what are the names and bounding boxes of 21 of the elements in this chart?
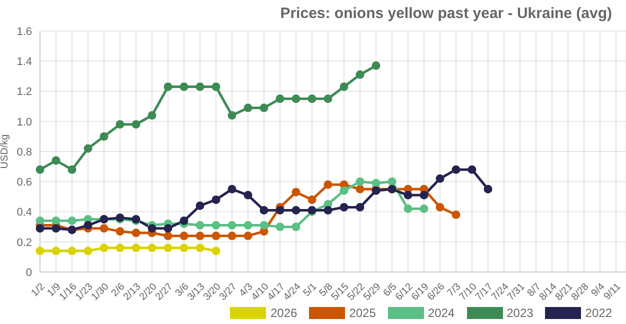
legend-label: 2025 [348,306,376,320]
y-tick-label: 0.4 [16,206,32,219]
legend-label: 2024 [426,306,455,320]
y-tick-label: 1.4 [16,56,32,68]
chart-title: Prices: onions yellow past year - Ukraine (avg) [280,5,612,22]
x-tick-label: 5/29 [362,281,384,303]
x-tick-label: 7/31 [506,281,528,303]
y-tick-label: 1.0 [16,116,32,128]
x-tick-label: 1/2 [30,281,48,299]
x-tick-label: 4/24 [282,281,304,303]
y-tick-label: 0.2 [16,236,32,249]
y-tick-label: 0.8 [16,146,32,158]
legend-label: 2026 [269,306,298,320]
legend-label: 2023 [506,306,534,320]
y-tick-label: 0 [26,266,32,279]
legend-label: 2022 [584,306,612,320]
y-tick-label: 1.2 [16,86,32,98]
y-tick-label: 0.6 [16,176,32,189]
y-axis-title: USD/kg [0,134,11,169]
x-tick-label: 5/1 [302,281,320,299]
y-tick-label: 1.6 [16,26,32,38]
